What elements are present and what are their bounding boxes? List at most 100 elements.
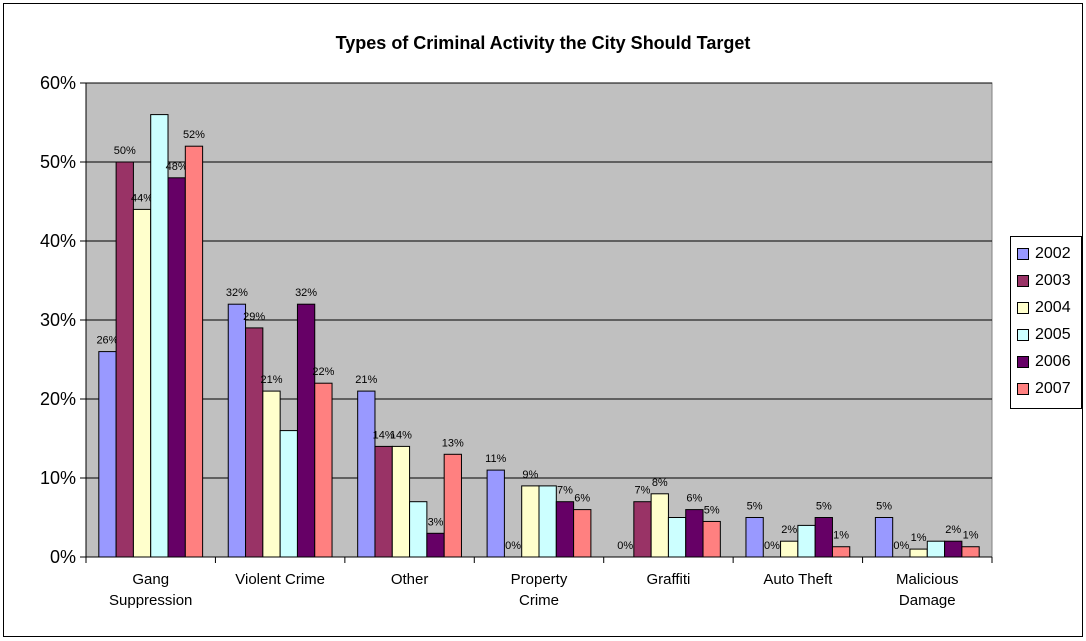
bar-2006 [167, 177, 186, 558]
bar-2004 [132, 208, 152, 558]
bar-2007 [314, 382, 333, 558]
bar-2004 [909, 548, 928, 558]
legend-label: 2003 [1035, 272, 1071, 289]
data-label: 7% [557, 485, 573, 497]
bar-2002 [486, 469, 505, 558]
data-label: 22% [312, 366, 334, 378]
data-label: 29% [243, 311, 265, 323]
data-label: 0% [617, 540, 633, 552]
legend-swatch [1017, 248, 1029, 260]
y-tick-label: 60% [40, 73, 76, 93]
legend-swatch [1017, 356, 1029, 368]
data-label: 5% [704, 504, 720, 516]
data-label: 7% [635, 485, 651, 497]
legend-item: 2005 [1017, 324, 1071, 346]
bar-2007 [831, 546, 851, 558]
legend-item: 2007 [1017, 378, 1071, 400]
data-label: 8% [652, 477, 668, 489]
bar-2005 [667, 517, 687, 558]
bar-2002 [227, 303, 247, 558]
bar-2006 [426, 532, 445, 558]
data-label: 3% [428, 516, 444, 528]
bar-2004 [391, 445, 411, 558]
legend-label: 2002 [1035, 245, 1071, 262]
data-label: 44% [131, 192, 153, 204]
bar-2006 [814, 517, 833, 558]
bar-2003 [245, 327, 264, 558]
data-label: 50% [114, 145, 136, 157]
y-tick-label: 30% [40, 310, 76, 330]
bar-2004 [262, 390, 281, 558]
bar-2005 [150, 114, 169, 558]
x-category-label: Crime [519, 592, 559, 609]
bar-2003 [633, 501, 652, 558]
bar-2007 [184, 145, 204, 558]
data-label: 52% [183, 129, 205, 141]
bar-2005 [409, 501, 428, 558]
legend-swatch [1017, 329, 1029, 341]
data-label: 2% [781, 524, 797, 536]
data-label: 1% [963, 530, 979, 542]
legend-swatch [1017, 302, 1029, 314]
bar-2004 [780, 540, 799, 558]
bar-2006 [944, 540, 963, 558]
data-label: 21% [355, 374, 377, 386]
data-label: 0% [505, 540, 521, 552]
bar-2006 [685, 509, 704, 558]
x-category-label: Other [391, 571, 429, 588]
x-category-label: Property [511, 571, 568, 588]
bar-2003 [115, 161, 134, 558]
x-category-label: Gang [132, 571, 169, 588]
bar-2002 [357, 390, 376, 558]
data-label: 0% [764, 540, 780, 552]
data-label: 21% [260, 374, 282, 386]
data-label: 14% [390, 429, 412, 441]
bar-2002 [98, 351, 117, 558]
y-tick-label: 50% [40, 152, 76, 172]
bar-2004 [650, 493, 669, 558]
x-category-label: Violent Crime [235, 571, 325, 588]
y-tick-label: 40% [40, 231, 76, 251]
x-category-label: Malicious [896, 571, 959, 588]
legend-label: 2004 [1035, 299, 1071, 316]
bar-2005 [279, 430, 298, 558]
legend-label: 2005 [1035, 326, 1071, 343]
data-label: 48% [166, 161, 188, 173]
legend-swatch [1017, 275, 1029, 287]
bar-2007 [443, 453, 462, 558]
data-label: 9% [522, 469, 538, 481]
x-category-label: Auto Theft [763, 571, 833, 588]
data-label: 2% [945, 524, 961, 536]
bar-2007 [573, 509, 592, 558]
bar-2003 [374, 445, 393, 558]
bar-2007 [702, 520, 721, 558]
data-label: 6% [574, 493, 590, 505]
data-label: 5% [816, 501, 832, 513]
x-category-label: Graffiti [646, 571, 690, 588]
legend-item: 2006 [1017, 351, 1071, 373]
x-category-label: Damage [899, 592, 956, 609]
data-label: 1% [911, 532, 927, 544]
legend-swatch [1017, 383, 1029, 395]
chart-title: Types of Criminal Activity the City Shou… [335, 33, 751, 53]
bar-2006 [555, 501, 575, 558]
bar-2005 [797, 524, 816, 558]
legend-item: 2002 [1017, 243, 1071, 265]
bar-2007 [961, 546, 980, 558]
legend: 2002 2003 2004 2005 2006 2007 [1010, 236, 1082, 409]
data-label: 32% [226, 287, 248, 299]
data-label: 13% [442, 437, 464, 449]
data-label: 5% [876, 501, 892, 513]
legend-label: 2007 [1035, 380, 1071, 397]
x-category-label: Suppression [109, 592, 192, 609]
data-label: 6% [686, 493, 702, 505]
bar-2002 [874, 517, 894, 558]
bar-2005 [538, 485, 557, 558]
y-tick-label: 20% [40, 389, 76, 409]
legend-item: 2003 [1017, 270, 1071, 292]
data-label: 0% [893, 540, 909, 552]
legend-label: 2006 [1035, 353, 1071, 370]
data-label: 11% [485, 453, 506, 465]
bar-2006 [296, 303, 316, 558]
